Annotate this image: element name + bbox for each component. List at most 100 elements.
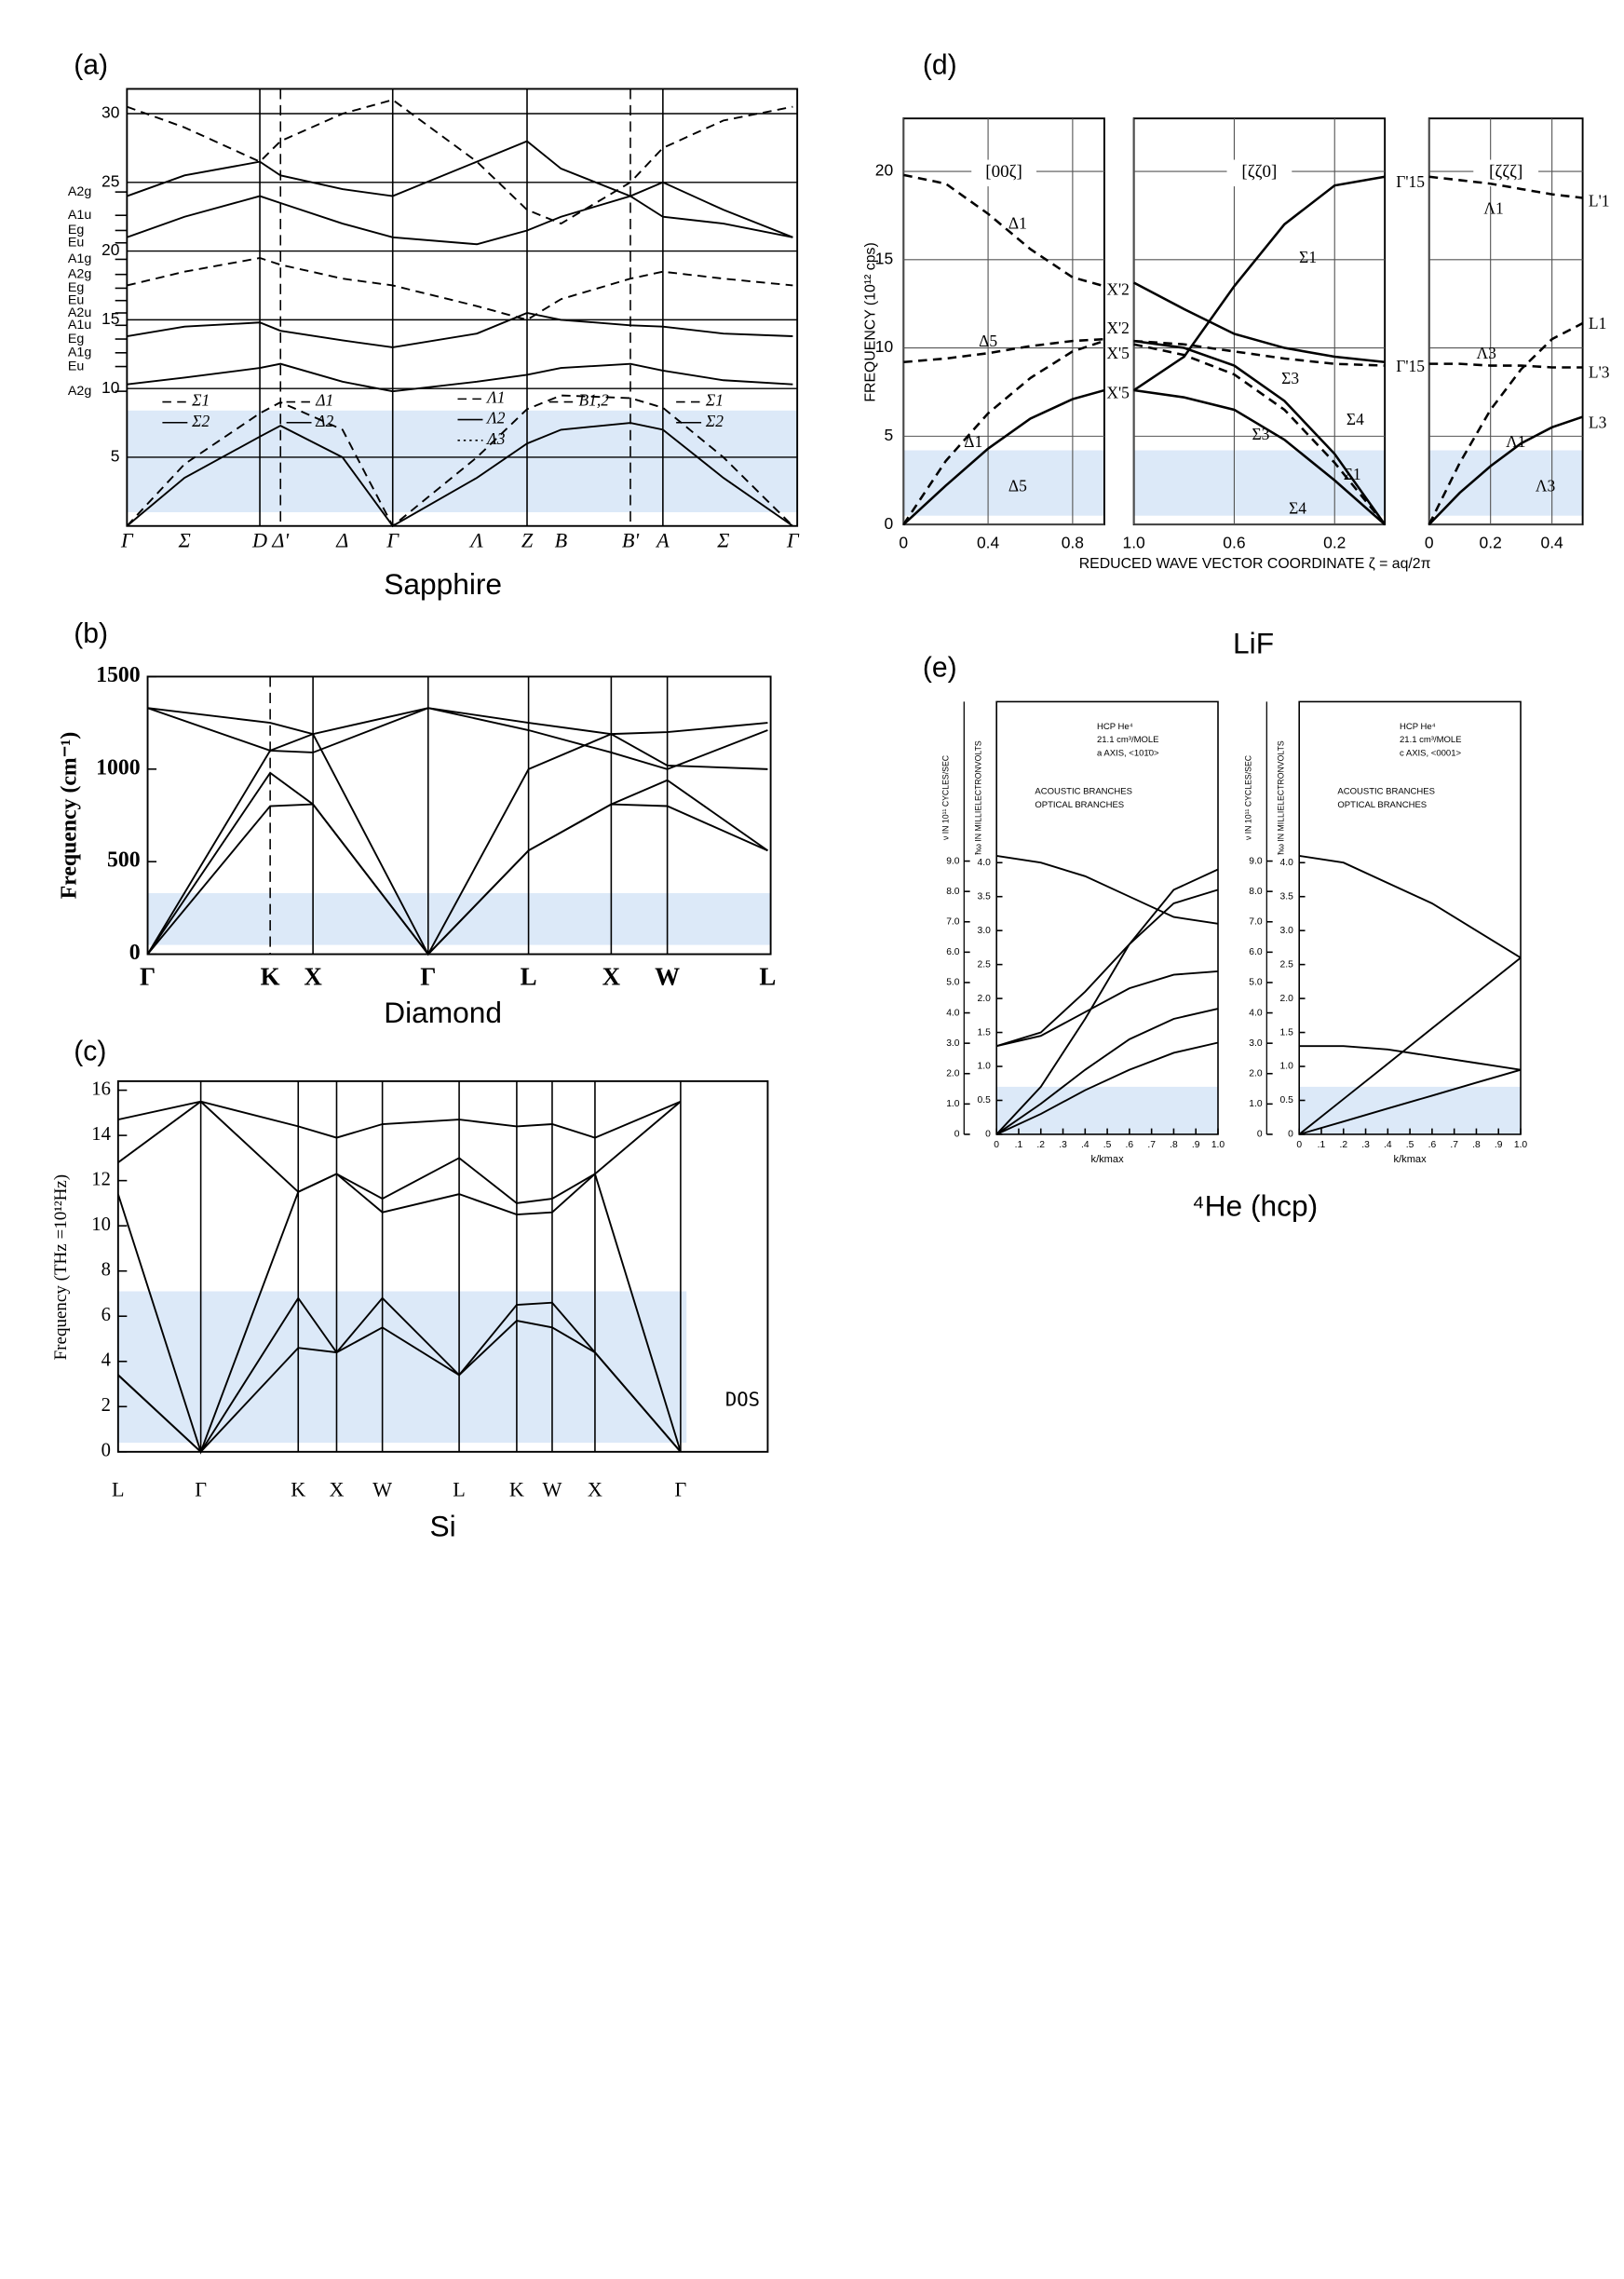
dispersion-curve	[1298, 1068, 1522, 1135]
y2-tick-label: 0	[1257, 1130, 1263, 1140]
y-tick-label: 5	[111, 447, 120, 466]
x-tick-label: 0.2	[1480, 533, 1502, 551]
panel-caption: Sapphire	[384, 567, 502, 601]
x-tick-label: K	[509, 1478, 524, 1501]
x-tick-label: Γ	[674, 1478, 686, 1501]
x-tick-label: Γ	[386, 528, 399, 551]
y-axis-title: Frequency (THz =10¹²Hz)	[51, 1174, 71, 1361]
y-axis-title: FREQUENCY (10¹² cps)	[863, 242, 879, 401]
y-tick-label: 14	[91, 1124, 111, 1145]
x-tick-label: .4	[1081, 1140, 1089, 1150]
dispersion-curve	[1428, 362, 1583, 369]
y2-tick-label: 5.0	[1249, 978, 1263, 988]
y2-axis-title: ν IN 10¹¹ CYCLES/SEC	[1244, 755, 1253, 840]
x-tick-label: W	[372, 1478, 392, 1501]
y-tick-label: 1.5	[978, 1027, 992, 1038]
branch-label: X'5	[1106, 344, 1130, 362]
x-tick-label: .2	[1036, 1140, 1045, 1150]
branch-label: Λ3	[1536, 477, 1556, 495]
y-tick-label: 0	[985, 1130, 991, 1140]
x-tick-label: .5	[1103, 1140, 1112, 1150]
y-tick-label: 6	[102, 1305, 111, 1325]
y2-tick-label: 5.0	[946, 978, 960, 988]
y-tick-label: 15	[102, 309, 119, 328]
y-tick-label: 15	[875, 249, 893, 267]
dispersion-curve	[147, 707, 768, 770]
panel-caption: LiF	[1233, 627, 1274, 660]
dispersion-curve	[995, 1041, 1219, 1135]
dispersion-curve	[126, 422, 793, 527]
y-tick-label: 2.0	[1280, 994, 1294, 1004]
y-tick-label: 10	[91, 1214, 111, 1235]
branch-label: Δ1	[964, 432, 982, 451]
mode-label: Eg	[68, 280, 84, 295]
dispersion-curve	[996, 854, 1219, 925]
y-tick-label: 1500	[96, 663, 141, 687]
plot-note: HCP He⁴	[1097, 722, 1133, 732]
y-tick-label: 20	[875, 161, 894, 180]
dispersion-curve	[1133, 339, 1386, 367]
y-tick-label: 0	[884, 514, 893, 533]
dispersion-curve	[127, 181, 793, 246]
x-tick-label: 0	[899, 533, 908, 551]
panel-label: (e)	[923, 652, 957, 683]
branch-label: Σ1	[1299, 248, 1317, 266]
dispersion-curve	[1133, 388, 1386, 526]
branch-label: Λ3	[1476, 344, 1496, 362]
x-tick-label: D	[251, 528, 267, 551]
x-tick-label: 0	[1425, 533, 1434, 551]
y2-tick-label: 0	[954, 1130, 960, 1140]
branch-label: L1	[1589, 314, 1606, 332]
dispersion-curve	[1133, 339, 1387, 525]
x-tick-label: .7	[1147, 1140, 1156, 1150]
dispersion-curve	[1132, 175, 1386, 392]
y2-axis-title: ν IN 10¹¹ CYCLES/SEC	[941, 755, 951, 840]
mode-label: A1g	[68, 251, 91, 266]
plot-note: 21.1 cm³/MOLE	[1400, 735, 1462, 745]
plot-note: c AXIS, <0001>	[1400, 748, 1461, 758]
y-tick-label: 0	[1288, 1130, 1293, 1140]
y-tick-label: 1.5	[1280, 1027, 1294, 1038]
dispersion-curve	[995, 970, 1219, 1048]
y2-tick-label: 7.0	[1249, 916, 1263, 927]
panel-label: (d)	[923, 50, 957, 81]
dispersion-curve	[147, 707, 768, 736]
plot-frame	[116, 1079, 769, 1453]
x-tick-label: .9	[1192, 1140, 1200, 1150]
plot-frame	[146, 675, 772, 956]
branch-label: Δ5	[1008, 477, 1027, 495]
mode-label: A1u	[68, 208, 91, 223]
branch-label: Σ1	[1344, 465, 1361, 483]
y2-tick-label: 9.0	[1249, 856, 1263, 866]
panel-caption: ⁴He (hcp)	[1192, 1189, 1318, 1223]
y-tick-label: 2.5	[1280, 959, 1294, 970]
direction-box	[1226, 159, 1292, 187]
y2-tick-label: 3.0	[946, 1038, 960, 1049]
shaded-band	[117, 1291, 687, 1444]
branch-label: Γ'15	[1396, 172, 1425, 191]
x-tick-label: Γ	[140, 963, 156, 991]
y2-tick-label: 3.0	[1249, 1038, 1263, 1049]
x-tick-label: .6	[1428, 1140, 1437, 1150]
y-tick-label: 4.0	[978, 858, 992, 868]
y-axis-title: ħω IN MILLIELECTRONVOLTS	[1276, 740, 1285, 855]
branch-label: Λ1	[1506, 432, 1525, 451]
dispersion-curve	[1299, 854, 1522, 959]
direction-box	[971, 159, 1036, 187]
legend-label: Δ1	[315, 391, 333, 410]
y-tick-label: 1000	[96, 755, 141, 780]
y2-tick-label: 1.0	[946, 1099, 960, 1109]
legend-label: Σ2	[191, 412, 210, 430]
x-tick-label: 1.0	[1211, 1140, 1225, 1150]
dispersion-curve	[1299, 1045, 1522, 1071]
mode-label: Eg	[68, 332, 84, 346]
branch-label: X'2	[1106, 319, 1129, 337]
x-tick-label: L	[112, 1478, 125, 1501]
shaded-band	[127, 410, 798, 512]
x-tick-label: 0.2	[1323, 533, 1346, 551]
dispersion-curve	[1298, 956, 1522, 1135]
dispersion-curve	[1428, 175, 1583, 199]
branch-label: X'5	[1106, 384, 1130, 402]
